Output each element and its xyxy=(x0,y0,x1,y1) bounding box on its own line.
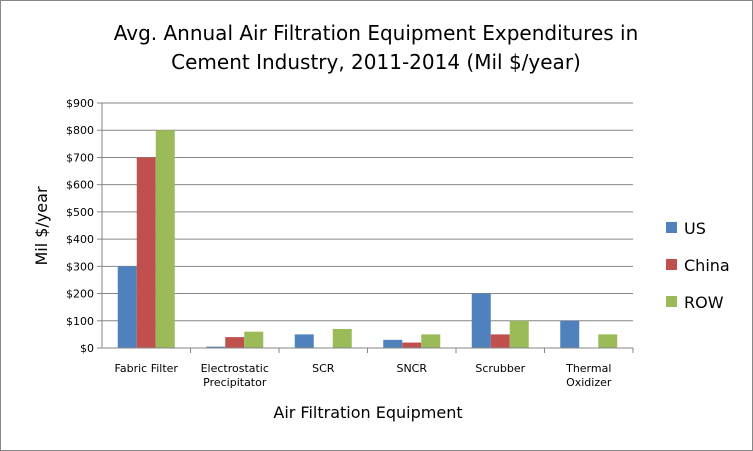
bar-row xyxy=(155,130,175,348)
x-tick-label: Thermal xyxy=(565,362,611,375)
x-tick-label: Oxidizer xyxy=(566,376,612,389)
x-tick-label: Fabric Filter xyxy=(115,362,179,375)
y-tick-label: $400 xyxy=(66,233,94,246)
bar-row xyxy=(598,334,618,348)
y-tick-label: $900 xyxy=(66,97,94,110)
legend-swatch-china xyxy=(666,259,677,270)
chart-title-line: Cement Industry, 2011-2014 (Mil $/year) xyxy=(171,50,581,74)
x-tick-label: Scrubber xyxy=(475,362,525,375)
bar-us xyxy=(471,293,491,348)
bar-us xyxy=(383,339,403,348)
bar-china xyxy=(136,157,156,348)
x-tick-label: SCR xyxy=(312,362,335,375)
legend-swatch-row xyxy=(666,296,677,307)
bar-row xyxy=(244,331,264,348)
y-tick-label: $600 xyxy=(66,179,94,192)
y-tick-label: $200 xyxy=(66,288,94,301)
bar-us xyxy=(117,266,137,348)
x-tick-label: Electrostatic xyxy=(201,362,269,375)
legend-swatch-us xyxy=(666,222,677,233)
y-axis-title: Mil $/year xyxy=(32,186,51,265)
bars xyxy=(117,130,618,348)
bar-us xyxy=(206,346,226,348)
bar-us xyxy=(294,334,314,348)
legend: US China ROW xyxy=(666,219,730,312)
bar-row xyxy=(509,320,529,348)
chart-title-line: Avg. Annual Air Filtration Equipment Exp… xyxy=(114,21,639,45)
x-tick-label: SNCR xyxy=(396,362,427,375)
y-tick-label: $800 xyxy=(66,124,94,137)
x-tick-label: Precipitator xyxy=(203,376,267,389)
y-tick-label: $300 xyxy=(66,260,94,273)
y-tick-label: $500 xyxy=(66,206,94,219)
bar-row xyxy=(421,334,441,348)
legend-label-china: China xyxy=(684,256,730,275)
bar-us xyxy=(560,320,580,348)
bar-china xyxy=(490,334,510,348)
chart-title: Avg. Annual Air Filtration Equipment Exp… xyxy=(114,21,639,74)
gridlines xyxy=(97,102,633,349)
bar-china xyxy=(225,337,245,348)
legend-label-us: US xyxy=(684,219,706,238)
bar-row xyxy=(332,328,352,348)
legend-label-row: ROW xyxy=(684,293,724,312)
y-tick-label: $0 xyxy=(80,342,94,355)
y-tick-label: $700 xyxy=(66,151,94,164)
bar-china xyxy=(402,342,422,348)
y-tick-labels: $0 $100 $200 $300 $400 $500 $600 $700 $800 $900 xyxy=(66,97,94,355)
y-tick-label: $100 xyxy=(66,315,94,328)
x-axis-title: Air Filtration Equipment xyxy=(273,403,462,422)
axes xyxy=(101,103,634,353)
